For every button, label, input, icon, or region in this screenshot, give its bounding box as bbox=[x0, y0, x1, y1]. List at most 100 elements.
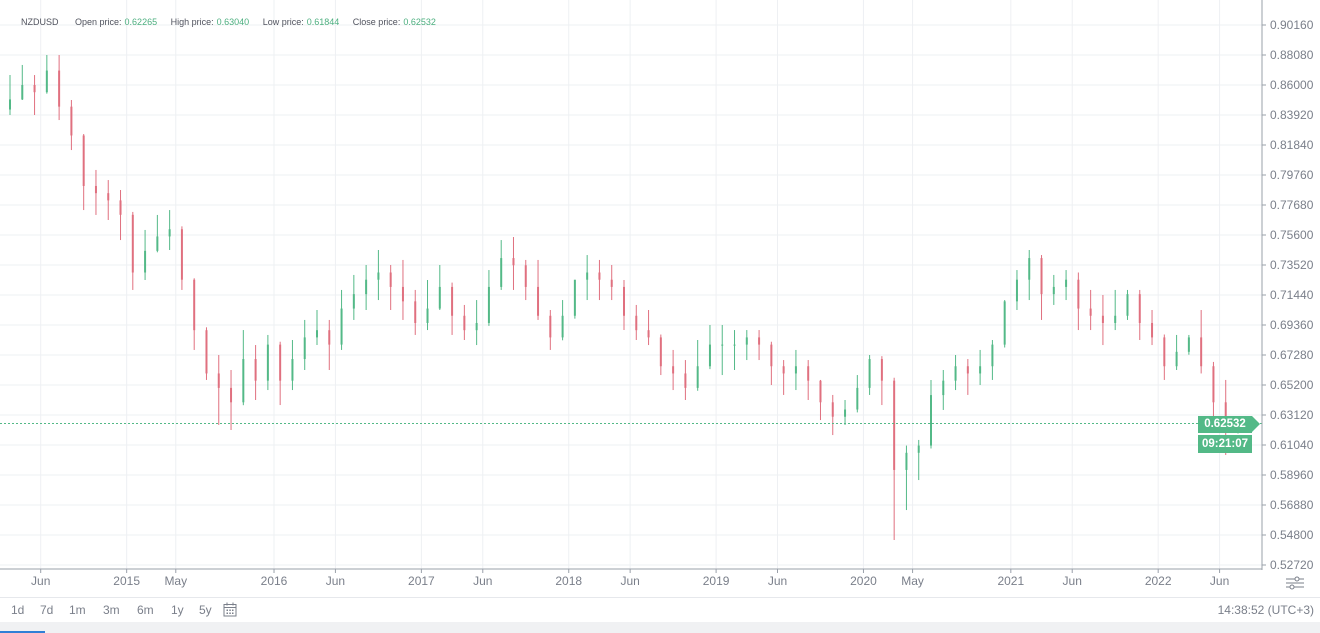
ohlc-bars bbox=[9, 54, 1239, 541]
bar-body bbox=[475, 322, 478, 331]
ohlc-bar bbox=[917, 439, 920, 481]
x-tick-label: Jun bbox=[620, 574, 639, 588]
price-chart[interactable]: 0.90160 0.88080 0.86000 0.83920 0.81840 0.797… bbox=[0, 0, 1320, 597]
ohlc-bar bbox=[500, 240, 503, 290]
bar-body bbox=[230, 387, 233, 403]
bar-body bbox=[1200, 337, 1203, 367]
bottom-toolbar: 1d 7d 1m 3m 6m 1y 5y 14:38:52 (UTC+3) bbox=[0, 597, 1320, 623]
ohlc-bar bbox=[377, 249, 380, 301]
ohlc-bar bbox=[733, 330, 736, 370]
ohlc-bar bbox=[365, 264, 368, 310]
ohlc-bar bbox=[512, 237, 515, 290]
range-6m-button[interactable]: 6m bbox=[137, 603, 154, 617]
bar-body bbox=[1151, 322, 1154, 338]
y-tick-label: 0.75600 bbox=[1270, 228, 1314, 242]
time-axis[interactable]: Jun 2015 May 2016 Jun 2017 Jun 2018 Jun 2019 Jun 20… bbox=[31, 569, 1229, 588]
ohlc-bar bbox=[524, 259, 527, 301]
ohlc-bar bbox=[352, 274, 355, 320]
ohlc-bar bbox=[1040, 255, 1043, 320]
x-tick-label: Jun bbox=[326, 574, 345, 588]
ohlc-bar bbox=[340, 289, 343, 350]
ohlc-bar bbox=[623, 279, 625, 331]
ohlc-bar bbox=[94, 169, 97, 215]
bar-body bbox=[291, 359, 294, 381]
y-tick-label: 0.71440 bbox=[1270, 288, 1314, 302]
bar-body bbox=[880, 359, 883, 381]
open-value: 0.62265 bbox=[124, 17, 158, 27]
sliders-icon[interactable] bbox=[1286, 576, 1304, 590]
ohlc-bar bbox=[708, 324, 711, 370]
bar-body bbox=[831, 402, 834, 417]
ohlc-bar bbox=[9, 75, 11, 115]
bar-body bbox=[156, 236, 159, 251]
bar-body bbox=[1089, 308, 1092, 316]
x-tick-label: 2019 bbox=[703, 574, 730, 588]
close-value: 0.62532 bbox=[403, 17, 436, 27]
bar-body bbox=[1003, 301, 1006, 345]
bar-body bbox=[82, 135, 85, 186]
bar-body bbox=[942, 380, 945, 396]
ohlc-bar bbox=[880, 356, 883, 406]
ohlc-bar bbox=[254, 345, 257, 400]
ohlc-bar bbox=[45, 54, 48, 94]
range-7d-button[interactable]: 7d bbox=[40, 603, 54, 617]
ohlc-bar bbox=[451, 282, 454, 335]
ohlc-bar bbox=[954, 354, 957, 391]
bar-body bbox=[512, 258, 515, 266]
bar-body bbox=[549, 315, 552, 338]
bar-body bbox=[696, 366, 699, 388]
ohlc-bar bbox=[205, 327, 208, 380]
ohlc-bar bbox=[1138, 289, 1141, 340]
ohlc-bar bbox=[819, 379, 822, 421]
bar-body bbox=[1052, 286, 1055, 295]
range-1m-button[interactable]: 1m bbox=[69, 603, 86, 617]
bar-body bbox=[598, 272, 601, 280]
bar-body bbox=[340, 308, 343, 345]
bar-body bbox=[193, 279, 196, 331]
ohlc-bar bbox=[1126, 289, 1129, 320]
bar-body bbox=[1138, 294, 1141, 323]
calendar-icon[interactable] bbox=[223, 602, 237, 617]
ohlc-bar bbox=[561, 300, 564, 341]
bar-body bbox=[58, 70, 61, 107]
bar-body bbox=[635, 315, 638, 331]
bar-countdown-tag: 09:21:07 bbox=[1198, 435, 1252, 453]
ohlc-bar bbox=[1163, 334, 1166, 380]
price-axis[interactable]: 0.90160 0.88080 0.86000 0.83920 0.81840 0.797… bbox=[1262, 18, 1314, 572]
ohlc-bar bbox=[426, 279, 429, 331]
ohlc-bar bbox=[549, 309, 552, 350]
bar-body bbox=[770, 344, 773, 367]
range-3m-button[interactable]: 3m bbox=[103, 603, 120, 617]
ohlc-bar bbox=[1187, 334, 1190, 355]
range-1d-button[interactable]: 1d bbox=[11, 603, 25, 617]
ohlc-bar bbox=[831, 394, 834, 436]
ohlc-bar bbox=[328, 319, 331, 370]
bar-body bbox=[33, 84, 36, 93]
ohlc-bar bbox=[647, 309, 650, 346]
ohlc-bar bbox=[586, 255, 589, 301]
ohlc-bar bbox=[844, 399, 847, 425]
bar-body bbox=[1212, 366, 1215, 403]
bar-body bbox=[684, 373, 687, 388]
x-tick-label: May bbox=[901, 574, 924, 588]
ohlc-bar bbox=[487, 270, 490, 326]
y-tick-label: 0.69360 bbox=[1270, 318, 1314, 332]
bar-body bbox=[647, 330, 650, 338]
x-tick-label: Jun bbox=[1063, 574, 1082, 588]
x-tick-label: 2018 bbox=[555, 574, 582, 588]
bar-body bbox=[401, 286, 404, 302]
range-1y-button[interactable]: 1y bbox=[171, 603, 184, 617]
bar-body bbox=[266, 344, 269, 381]
ohlc-bar bbox=[659, 334, 662, 376]
clock-timezone[interactable]: 14:38:52 (UTC+3) bbox=[1217, 603, 1314, 617]
bar-body bbox=[205, 330, 208, 374]
ohlc-bar bbox=[684, 360, 687, 400]
low-value: 0.61844 bbox=[306, 17, 340, 27]
ohlc-bar bbox=[1114, 289, 1117, 331]
bar-body bbox=[610, 279, 613, 287]
bar-body bbox=[144, 250, 147, 273]
bar-body bbox=[721, 344, 724, 346]
bar-body bbox=[254, 359, 257, 381]
bar-body bbox=[758, 337, 761, 345]
range-5y-button[interactable]: 5y bbox=[199, 603, 212, 617]
